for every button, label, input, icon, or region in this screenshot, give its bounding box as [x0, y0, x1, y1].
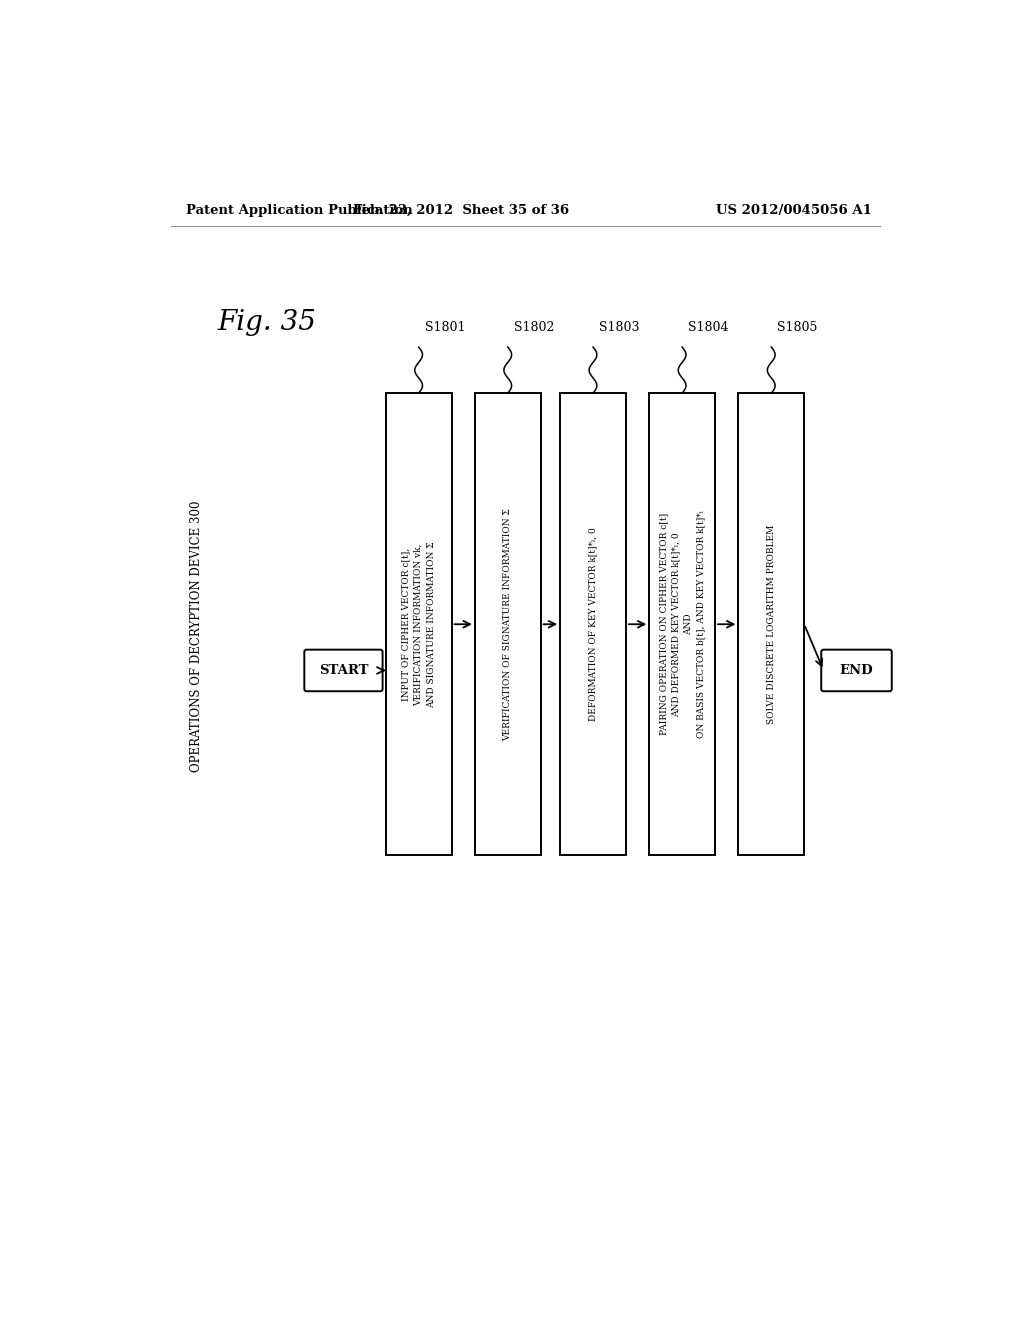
- Text: Fig. 35: Fig. 35: [217, 309, 316, 335]
- Text: Patent Application Publication: Patent Application Publication: [186, 205, 413, 218]
- Text: Feb. 23, 2012  Sheet 35 of 36: Feb. 23, 2012 Sheet 35 of 36: [353, 205, 569, 218]
- Bar: [738, 393, 804, 855]
- Text: S1801: S1801: [425, 321, 465, 334]
- Bar: [560, 393, 626, 855]
- Text: S1805: S1805: [777, 321, 818, 334]
- Text: S1802: S1802: [514, 321, 554, 334]
- Text: US 2012/0045056 A1: US 2012/0045056 A1: [716, 205, 872, 218]
- Bar: [475, 393, 541, 855]
- Text: END: END: [840, 664, 873, 677]
- Text: S1804: S1804: [688, 321, 729, 334]
- Text: INPUT OF CIPHER VECTOR c[t],
VERIFICATION INFORMATION vk,
AND SIGNATURE INFORMAT: INPUT OF CIPHER VECTOR c[t], VERIFICATIO…: [401, 541, 435, 708]
- FancyBboxPatch shape: [821, 649, 892, 692]
- Text: VERIFICATION OF SIGNATURE INFORMATION Σ: VERIFICATION OF SIGNATURE INFORMATION Σ: [503, 508, 512, 741]
- Text: DEFORMATION OF KEY VECTOR k[t]*ₗ, 0: DEFORMATION OF KEY VECTOR k[t]*ₗ, 0: [589, 528, 597, 721]
- FancyBboxPatch shape: [304, 649, 383, 692]
- Text: S1803: S1803: [599, 321, 640, 334]
- Text: START: START: [318, 664, 369, 677]
- Bar: [386, 393, 452, 855]
- Text: SOLVE DISCRETE LOGARITHM PROBLEM: SOLVE DISCRETE LOGARITHM PROBLEM: [767, 524, 776, 723]
- Text: PAIRING OPERATION ON CIPHER VECTOR c[t]
AND DEFORMED KEY VECTOR k[t]*ₗ, 0
AND
ON: PAIRING OPERATION ON CIPHER VECTOR c[t] …: [658, 511, 706, 738]
- Text: OPERATIONS OF DECRYPTION DEVICE 300: OPERATIONS OF DECRYPTION DEVICE 300: [189, 500, 203, 772]
- Bar: [649, 393, 715, 855]
